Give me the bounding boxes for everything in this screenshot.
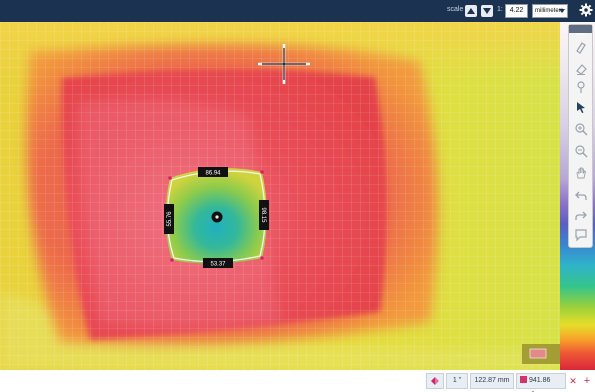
scale-label: scale	[447, 6, 464, 13]
scale-up-button[interactable]	[465, 5, 477, 17]
annotate-icon[interactable]	[571, 37, 591, 57]
top-edge-measurement: 86.94	[205, 171, 221, 177]
selection-handle	[168, 176, 172, 180]
bottom-edge-measurement: 53.37	[210, 262, 226, 268]
thermal-grid-overlay	[0, 22, 560, 370]
palette-handle[interactable]	[569, 25, 592, 35]
undo-icon[interactable]	[571, 185, 591, 205]
scale-value-input[interactable]: 4.22	[505, 4, 528, 18]
close-icon[interactable]: ✕	[569, 376, 577, 386]
pointer-icon[interactable]	[571, 97, 591, 117]
gear-icon[interactable]	[579, 3, 593, 17]
zoom-out-icon[interactable]	[571, 141, 591, 161]
thermal-image-canvas[interactable]: 86.94 53.37 55.76 98.15	[0, 22, 560, 370]
zoom-in-icon[interactable]	[571, 119, 591, 139]
chevron-down-icon	[559, 9, 565, 13]
tool-palette	[568, 24, 593, 248]
scale-down-button[interactable]	[481, 5, 493, 17]
unit-select[interactable]: millimeters	[532, 4, 568, 18]
comment-icon[interactable]	[571, 225, 591, 245]
left-edge-measurement: 55.76	[167, 211, 173, 227]
prev-measure-button[interactable]	[426, 373, 444, 389]
unit-select-value: millimeters	[535, 8, 564, 14]
crosshair-cursor-icon	[258, 44, 310, 84]
selection-handle	[260, 256, 264, 260]
add-icon[interactable]: +	[583, 375, 591, 387]
area-swatch	[520, 376, 527, 383]
scale-status: 1 "	[446, 373, 468, 389]
selection-handle	[170, 258, 174, 262]
selection-handle	[260, 170, 264, 174]
right-edge-measurement: 98.15	[260, 207, 266, 223]
status-bar: 1 " 122.87 mm 941.86 mm² ✕ +	[0, 370, 595, 392]
pan-icon[interactable]	[571, 163, 591, 183]
redo-icon[interactable]	[571, 205, 591, 225]
eraser-icon[interactable]	[571, 59, 591, 79]
length-readout: 122.87 mm	[470, 373, 514, 389]
area-readout: 941.86 mm²	[516, 373, 566, 392]
pin-icon[interactable]	[571, 77, 591, 97]
scale-separator: 1:	[497, 6, 503, 13]
top-toolbar: scale 1: 4.22 millimeters	[0, 0, 595, 22]
